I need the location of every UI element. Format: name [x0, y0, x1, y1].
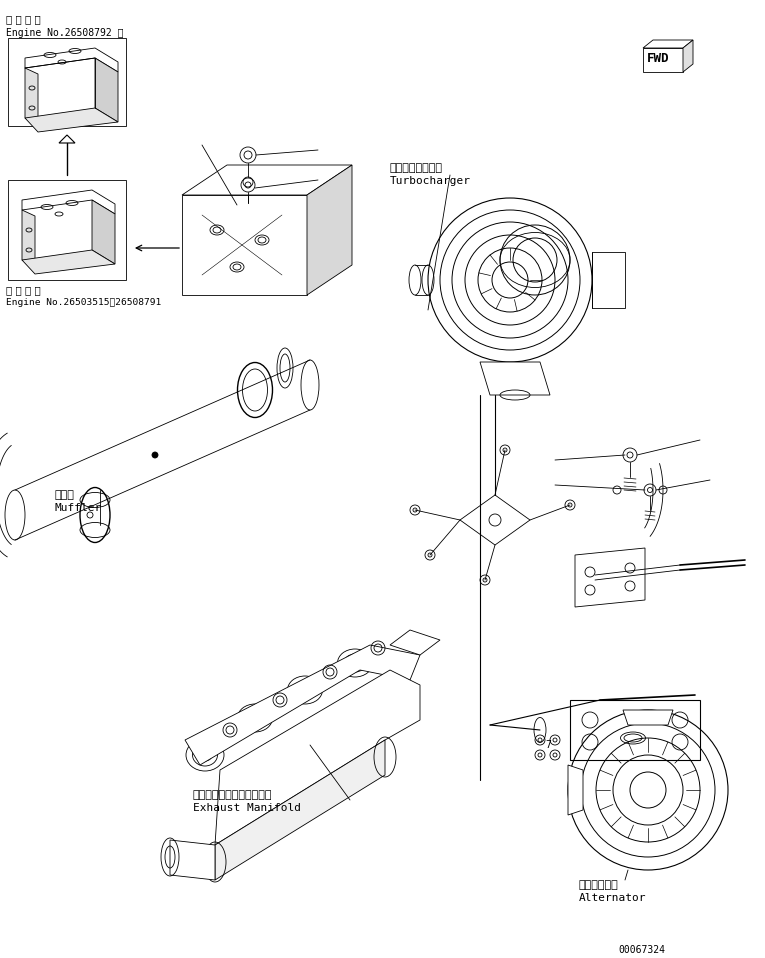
- Polygon shape: [307, 165, 352, 295]
- Polygon shape: [182, 195, 307, 295]
- Polygon shape: [623, 710, 673, 725]
- Polygon shape: [59, 135, 75, 143]
- Text: 通 用 号 機: 通 用 号 機: [6, 14, 41, 24]
- Polygon shape: [460, 495, 530, 545]
- Text: ターボチャージャ: ターボチャージャ: [390, 163, 443, 173]
- Polygon shape: [683, 40, 693, 72]
- Polygon shape: [25, 108, 118, 132]
- Polygon shape: [92, 200, 115, 264]
- Polygon shape: [215, 740, 385, 880]
- Polygon shape: [22, 250, 115, 274]
- Circle shape: [152, 452, 158, 458]
- Polygon shape: [170, 840, 215, 880]
- Polygon shape: [182, 165, 352, 195]
- Polygon shape: [643, 40, 693, 48]
- Polygon shape: [185, 645, 420, 765]
- Polygon shape: [25, 68, 38, 124]
- Text: エキゾーストマニホールド: エキゾーストマニホールド: [193, 790, 272, 800]
- Polygon shape: [643, 48, 683, 72]
- Polygon shape: [95, 58, 118, 122]
- Text: マフラ: マフラ: [55, 490, 75, 500]
- Text: 適 用 号 機: 適 用 号 機: [6, 285, 41, 295]
- Text: Muffler: Muffler: [55, 503, 103, 513]
- Polygon shape: [568, 765, 583, 815]
- Text: Exhaust Manifold: Exhaust Manifold: [193, 803, 301, 813]
- Polygon shape: [480, 362, 550, 395]
- Bar: [8, 180, 126, 280]
- Polygon shape: [390, 630, 440, 655]
- Text: Engine No.26508792 ～: Engine No.26508792 ～: [6, 28, 123, 38]
- Polygon shape: [22, 210, 35, 266]
- Text: FWD: FWD: [647, 52, 669, 65]
- Text: 00067324: 00067324: [618, 945, 665, 955]
- Text: Alternator: Alternator: [579, 893, 646, 903]
- Polygon shape: [25, 48, 118, 72]
- Text: オルタネータ: オルタネータ: [579, 880, 619, 890]
- Text: 7: 7: [545, 740, 551, 750]
- Text: Turbocharger: Turbocharger: [390, 176, 471, 186]
- Bar: [8, 38, 126, 126]
- Polygon shape: [22, 190, 115, 214]
- Polygon shape: [575, 548, 645, 607]
- Polygon shape: [215, 670, 420, 845]
- Polygon shape: [570, 700, 700, 760]
- Polygon shape: [592, 252, 625, 308]
- Text: Engine No.26503515～26508791: Engine No.26503515～26508791: [6, 298, 161, 307]
